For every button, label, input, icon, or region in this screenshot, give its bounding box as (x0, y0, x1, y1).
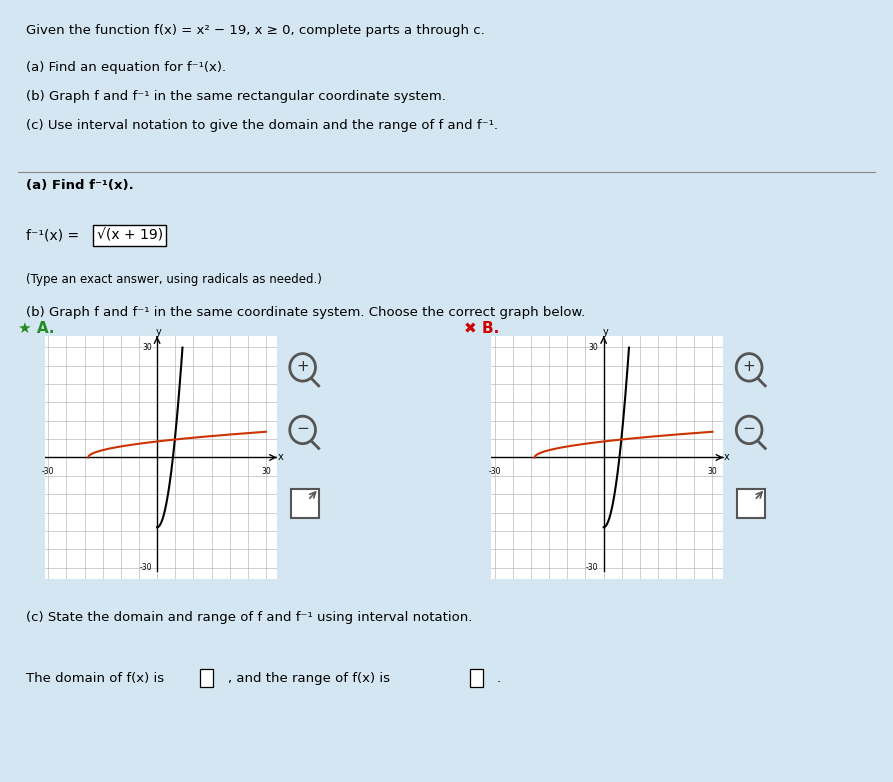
Text: (b) Graph f and f⁻¹ in the same rectangular coordinate system.: (b) Graph f and f⁻¹ in the same rectangu… (27, 90, 446, 103)
Text: ✖ B.: ✖ B. (464, 321, 499, 336)
Text: The domain of f(x) is: The domain of f(x) is (27, 672, 164, 685)
Text: f⁻¹(x) =: f⁻¹(x) = (27, 228, 84, 242)
Text: (c) State the domain and range of f and f⁻¹ using interval notation.: (c) State the domain and range of f and … (27, 612, 472, 624)
Text: .: . (497, 672, 500, 685)
Text: +: + (296, 359, 309, 374)
Text: (Type an exact answer, using radicals as needed.): (Type an exact answer, using radicals as… (27, 274, 322, 286)
Text: -30: -30 (488, 467, 501, 475)
Text: y: y (603, 327, 608, 337)
Text: (b) Graph f and f⁻¹ in the same coordinate system. Choose the correct graph belo: (b) Graph f and f⁻¹ in the same coordina… (27, 306, 586, 319)
Text: y: y (156, 327, 162, 337)
Text: x: x (724, 453, 730, 462)
Text: −: − (296, 421, 309, 436)
Text: , and the range of f(x) is: , and the range of f(x) is (228, 672, 390, 685)
Text: Given the function f(x) = x² − 19, x ≥ 0, complete parts a through c.: Given the function f(x) = x² − 19, x ≥ 0… (27, 23, 485, 37)
Text: x: x (278, 453, 283, 462)
FancyBboxPatch shape (291, 489, 319, 518)
FancyBboxPatch shape (738, 489, 765, 518)
Text: 30: 30 (261, 467, 271, 475)
Text: 30: 30 (707, 467, 717, 475)
Text: -30: -30 (139, 563, 152, 572)
Text: √(x + 19): √(x + 19) (96, 228, 163, 242)
Text: 30: 30 (142, 343, 152, 352)
Text: (c) Use interval notation to give the domain and the range of f and f⁻¹.: (c) Use interval notation to give the do… (27, 120, 498, 132)
Text: -30: -30 (586, 563, 598, 572)
Text: 30: 30 (588, 343, 598, 352)
Text: −: − (743, 421, 755, 436)
Text: (a) Find f⁻¹(x).: (a) Find f⁻¹(x). (27, 179, 134, 192)
Text: -30: -30 (42, 467, 54, 475)
Text: +: + (743, 359, 755, 374)
Text: (a) Find an equation for f⁻¹(x).: (a) Find an equation for f⁻¹(x). (27, 61, 227, 74)
Text: ★ A.: ★ A. (18, 321, 54, 336)
